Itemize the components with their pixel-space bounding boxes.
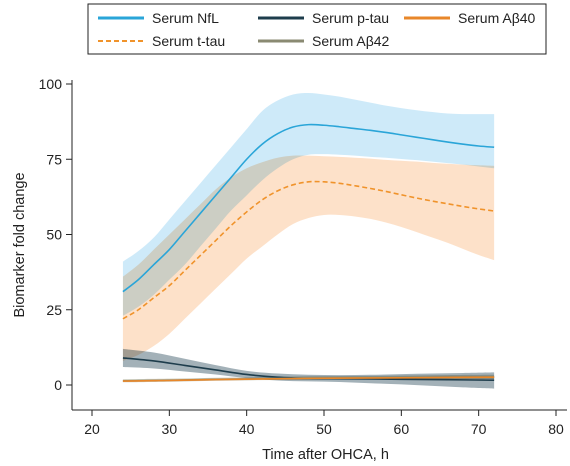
band-serum-p-tau: [122, 348, 495, 389]
axes: 0 25 50 75 100 20 30 40 50 60 70 80 Time after OHCA,…: [12, 76, 567, 463]
series-lines: [122, 123, 495, 382]
x-tick-label: 60: [394, 421, 410, 437]
y-axis-title: Biomarker fold change: [12, 172, 28, 317]
y-tick-label: 50: [46, 227, 62, 243]
x-tick-label: 20: [84, 421, 100, 437]
x-tick-label: 50: [316, 421, 332, 437]
x-tick-label: 30: [162, 421, 178, 437]
x-tick-label: 70: [471, 421, 487, 437]
band-serum-t-tau: [122, 155, 495, 361]
y-tick-label: 25: [46, 302, 62, 318]
confidence-bands: [122, 93, 495, 389]
legend-label-serum-ab42: Serum Aβ42: [312, 33, 390, 49]
legend-label-serum-nfl: Serum NfL: [152, 10, 219, 26]
x-tick-label: 40: [239, 421, 255, 437]
line-serum-nfl: [122, 123, 495, 293]
legend-box: [87, 3, 547, 55]
x-axis-title: Time after OHCA, h: [262, 447, 389, 463]
legend-label-serum-ab40: Serum Aβ40: [458, 10, 536, 26]
line-serum-t-tau: [122, 180, 495, 320]
legend-label-serum-t-tau: Serum t-tau: [152, 33, 225, 49]
line-serum-ab40: [122, 376, 495, 382]
legend: Serum NfL Serum p-tau Serum Aβ40 Serum t-ta…: [87, 3, 547, 55]
x-tick-label: 80: [548, 421, 564, 437]
y-tick-label: 100: [39, 76, 63, 92]
legend-label-serum-p-tau: Serum p-tau: [312, 10, 389, 26]
y-tick-label: 75: [46, 151, 62, 167]
band-serum-nfl: [122, 93, 495, 316]
y-tick-label: 0: [54, 377, 62, 393]
